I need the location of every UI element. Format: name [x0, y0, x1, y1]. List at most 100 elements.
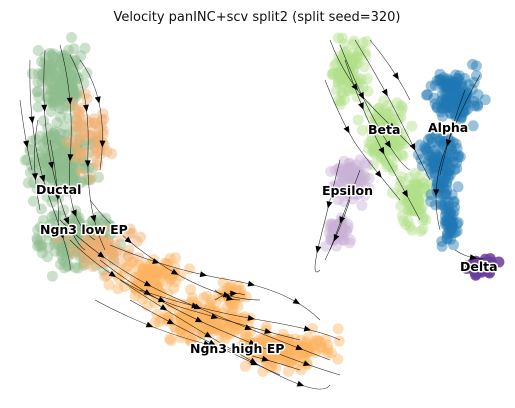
cell-point [178, 315, 190, 327]
cell-point [21, 154, 33, 166]
cell-point [396, 171, 408, 183]
cell-point [441, 176, 453, 188]
cell-point [134, 277, 146, 289]
cell-point [182, 308, 194, 320]
cell-point [44, 47, 56, 59]
cell-point [444, 215, 455, 226]
cell-point [447, 227, 459, 239]
cell-point [449, 201, 461, 213]
cell-point [57, 93, 69, 104]
cell-point [116, 257, 128, 269]
cell-point [84, 174, 96, 186]
cell-point [350, 174, 362, 186]
cell-point [219, 318, 230, 330]
cell-point [71, 243, 83, 255]
cell-point [302, 344, 314, 356]
cell-point [360, 100, 372, 112]
cell-point [169, 322, 181, 334]
streamline [119, 279, 331, 390]
cell-point [55, 155, 67, 167]
cell-point [224, 282, 236, 294]
streamline [139, 289, 341, 341]
cell-point [100, 240, 111, 252]
cell-point [284, 356, 296, 368]
cell-point [169, 321, 181, 333]
cell-point [31, 183, 43, 195]
cell-point [61, 235, 73, 247]
cell-point [468, 76, 480, 88]
cell-point [451, 218, 463, 230]
cell-point [80, 248, 92, 259]
cell-point [341, 225, 353, 237]
cell-point [69, 227, 81, 239]
cell-point [185, 316, 196, 328]
cell-point [353, 57, 365, 69]
cell-point [422, 89, 434, 101]
cell-point [267, 356, 279, 368]
cell-point [102, 236, 114, 248]
cell-point [426, 132, 438, 144]
cell-point [64, 101, 76, 112]
cell-point [107, 249, 119, 261]
cell-point [43, 138, 55, 150]
cell-point [97, 232, 109, 244]
cell-point [60, 158, 72, 170]
cell-point [105, 244, 117, 256]
cell-point [341, 190, 353, 202]
cell-point [82, 224, 94, 236]
cell-point [54, 102, 65, 114]
cell-point [45, 172, 56, 184]
cell-point [70, 69, 82, 81]
streamline-arrowhead [82, 104, 89, 112]
cell-point [344, 157, 356, 169]
cell-point [297, 347, 309, 359]
cell-point [448, 239, 459, 251]
cell-point [396, 105, 407, 117]
cell-point [202, 324, 214, 336]
cell-point [85, 244, 97, 256]
cell-point [63, 80, 75, 92]
cell-point [259, 340, 271, 352]
cell-point [177, 323, 188, 335]
cell-point [431, 177, 443, 189]
cell-point [76, 154, 88, 166]
cell-point [89, 218, 101, 230]
cell-point [344, 170, 356, 182]
cell-point [151, 263, 163, 275]
cell-point [346, 60, 358, 72]
cell-point [343, 165, 355, 177]
cell-point [70, 152, 82, 163]
cell-point [239, 360, 251, 372]
cell-point [413, 196, 425, 208]
cell-point [443, 99, 455, 111]
cell-point [396, 149, 408, 160]
cell-point [38, 224, 49, 236]
cell-point [391, 128, 403, 140]
cell-point [50, 96, 62, 108]
cell-point [87, 162, 98, 174]
cell-point [455, 93, 467, 105]
cell-point [47, 57, 59, 69]
cell-point [430, 159, 442, 171]
cell-point [56, 92, 68, 104]
cell-point [281, 339, 293, 350]
cell-point [67, 158, 79, 170]
cell-point [365, 139, 377, 150]
cell-point [36, 239, 48, 251]
cell-point [363, 143, 375, 155]
cell-point [132, 259, 144, 271]
cell-point [71, 226, 83, 238]
cell-point [73, 85, 85, 97]
cell-point [69, 167, 81, 179]
cell-point [46, 153, 57, 165]
cell-point [422, 134, 434, 146]
cell-point [149, 266, 161, 277]
cell-point [263, 341, 275, 353]
cell-point [78, 259, 89, 271]
cell-point [43, 75, 55, 86]
cell-point [49, 86, 61, 98]
cell-point [69, 142, 81, 154]
cell-point [99, 238, 111, 249]
cell-point [219, 333, 231, 345]
cell-point [283, 343, 295, 354]
